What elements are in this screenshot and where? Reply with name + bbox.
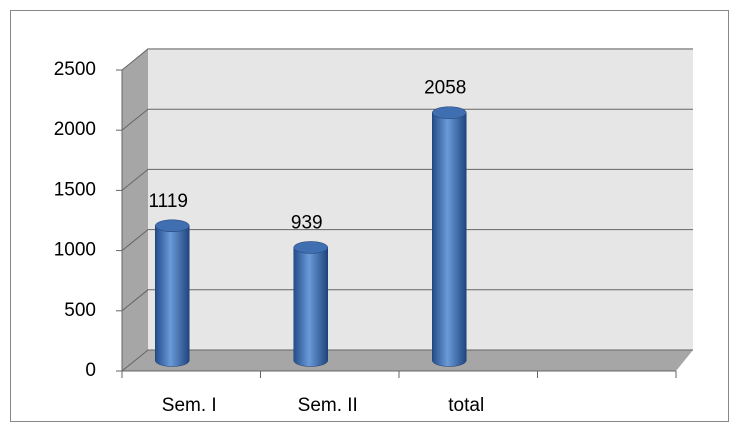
grid-line	[121, 48, 693, 71]
x-tick-label: total	[448, 395, 484, 416]
floor	[122, 350, 693, 371]
grid-line	[121, 349, 693, 372]
bar-top	[432, 106, 467, 119]
bar-top	[293, 241, 328, 254]
side-wall	[122, 48, 148, 371]
data-label: 1119	[149, 191, 188, 212]
y-tick-label: 500	[64, 300, 96, 321]
bar	[293, 247, 328, 367]
x-tick-label: Sem. I	[162, 395, 217, 416]
back-wall	[148, 48, 693, 350]
x-tick-label: Sem. II	[298, 395, 358, 416]
bar	[432, 112, 467, 367]
bar	[155, 225, 190, 367]
data-label: 939	[291, 212, 323, 233]
bar-top	[155, 219, 190, 233]
grid-line	[121, 289, 693, 312]
grid-line	[121, 229, 693, 251]
grid-line	[121, 108, 693, 131]
data-label: 2058	[424, 78, 466, 99]
y-tick-label: 2500	[54, 59, 96, 80]
y-tick-label: 1000	[54, 240, 96, 261]
y-tick-label: 2000	[54, 119, 96, 140]
y-tick-label: 1500	[54, 179, 96, 200]
y-tick-label: 0	[85, 360, 96, 381]
grid-line	[121, 168, 693, 191]
